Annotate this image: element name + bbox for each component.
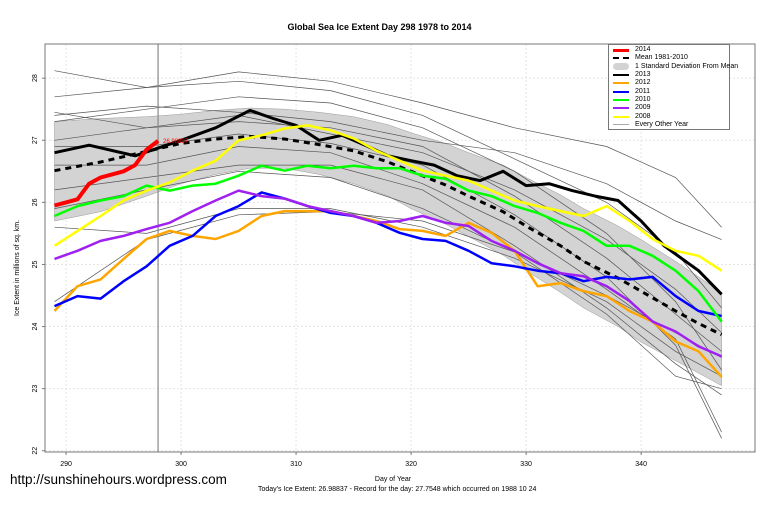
y-tick-label: 24 (32, 323, 39, 331)
legend-label: 2013 (635, 71, 651, 79)
legend-item: 2008 (613, 112, 729, 120)
x-tick-label: 290 (60, 461, 72, 468)
other-year-line (54, 70, 722, 228)
series-line-2012 (53, 209, 723, 378)
y-tick-label: 26 (32, 198, 39, 206)
legend-label: 2012 (635, 79, 651, 87)
x-tick-label: 330 (520, 461, 532, 468)
other-year-line (54, 208, 722, 377)
footer-text: Today's Ice Extent: 26.98837 - Record fo… (258, 486, 537, 493)
legend-item: Mean 1981-2010 (613, 54, 729, 62)
series-line-2011 (54, 191, 722, 318)
current-value-label: 26.98837 (163, 139, 189, 145)
mean-line (54, 134, 723, 336)
legend-label: Every Other Year (635, 120, 689, 128)
x-tick-label: 340 (635, 461, 647, 468)
other-year-line (54, 170, 722, 390)
legend-item: 2013 (613, 71, 729, 79)
watermark-url: http://sunshinehours.wordpress.com (10, 472, 227, 487)
y-tick-label: 25 (32, 260, 39, 268)
legend-item: 2014 (613, 46, 729, 54)
legend-label: 2009 (635, 104, 651, 112)
x-axis-label: Day of Year (374, 476, 412, 483)
legend-item: 1 Standard Deviation From Mean (613, 63, 738, 71)
legend-item: 2012 (613, 79, 729, 87)
legend-item: 2010 (613, 96, 729, 104)
legend-label: 2008 (635, 112, 651, 120)
y-tick-label: 27 (32, 136, 39, 144)
series-line-2013 (54, 108, 723, 296)
other-year-line (54, 105, 722, 240)
other-year-line (54, 121, 722, 352)
other-year-line (54, 164, 722, 396)
series-line-2014 (53, 139, 160, 208)
legend-label: 2010 (635, 95, 651, 103)
y-axis-label: Ice Extent in millions of sq. km. (14, 219, 21, 317)
legend-label: 2011 (635, 87, 651, 95)
y-tick-label: 22 (32, 447, 39, 455)
plot-frame (44, 43, 756, 453)
chart-title: Global Sea Ice Extent Day 298 1978 to 20… (287, 22, 472, 32)
sd-band (54, 107, 722, 387)
other-year-line (54, 96, 722, 371)
series-line-2008 (53, 124, 723, 272)
other-year-line (54, 111, 722, 334)
legend-item: 2009 (613, 104, 729, 112)
x-tick-label: 310 (290, 461, 302, 468)
y-tick-label: 23 (32, 385, 39, 393)
legend-label: 1 Standard Deviation From Mean (635, 62, 739, 70)
series-line-2009 (54, 189, 723, 358)
legend-label: Mean 1981-2010 (635, 54, 688, 62)
x-tick-label: 320 (405, 461, 417, 468)
y-tick-label: 28 (32, 74, 39, 82)
x-tick-label: 300 (175, 461, 187, 468)
series-line-2010 (54, 164, 723, 323)
legend-label: 2014 (635, 46, 651, 54)
legend: 2014 Mean 1981-2010 1 Standard Deviation… (608, 44, 738, 130)
legend-item: Every Other Year (613, 121, 729, 129)
legend-item: 2011 (613, 87, 729, 95)
